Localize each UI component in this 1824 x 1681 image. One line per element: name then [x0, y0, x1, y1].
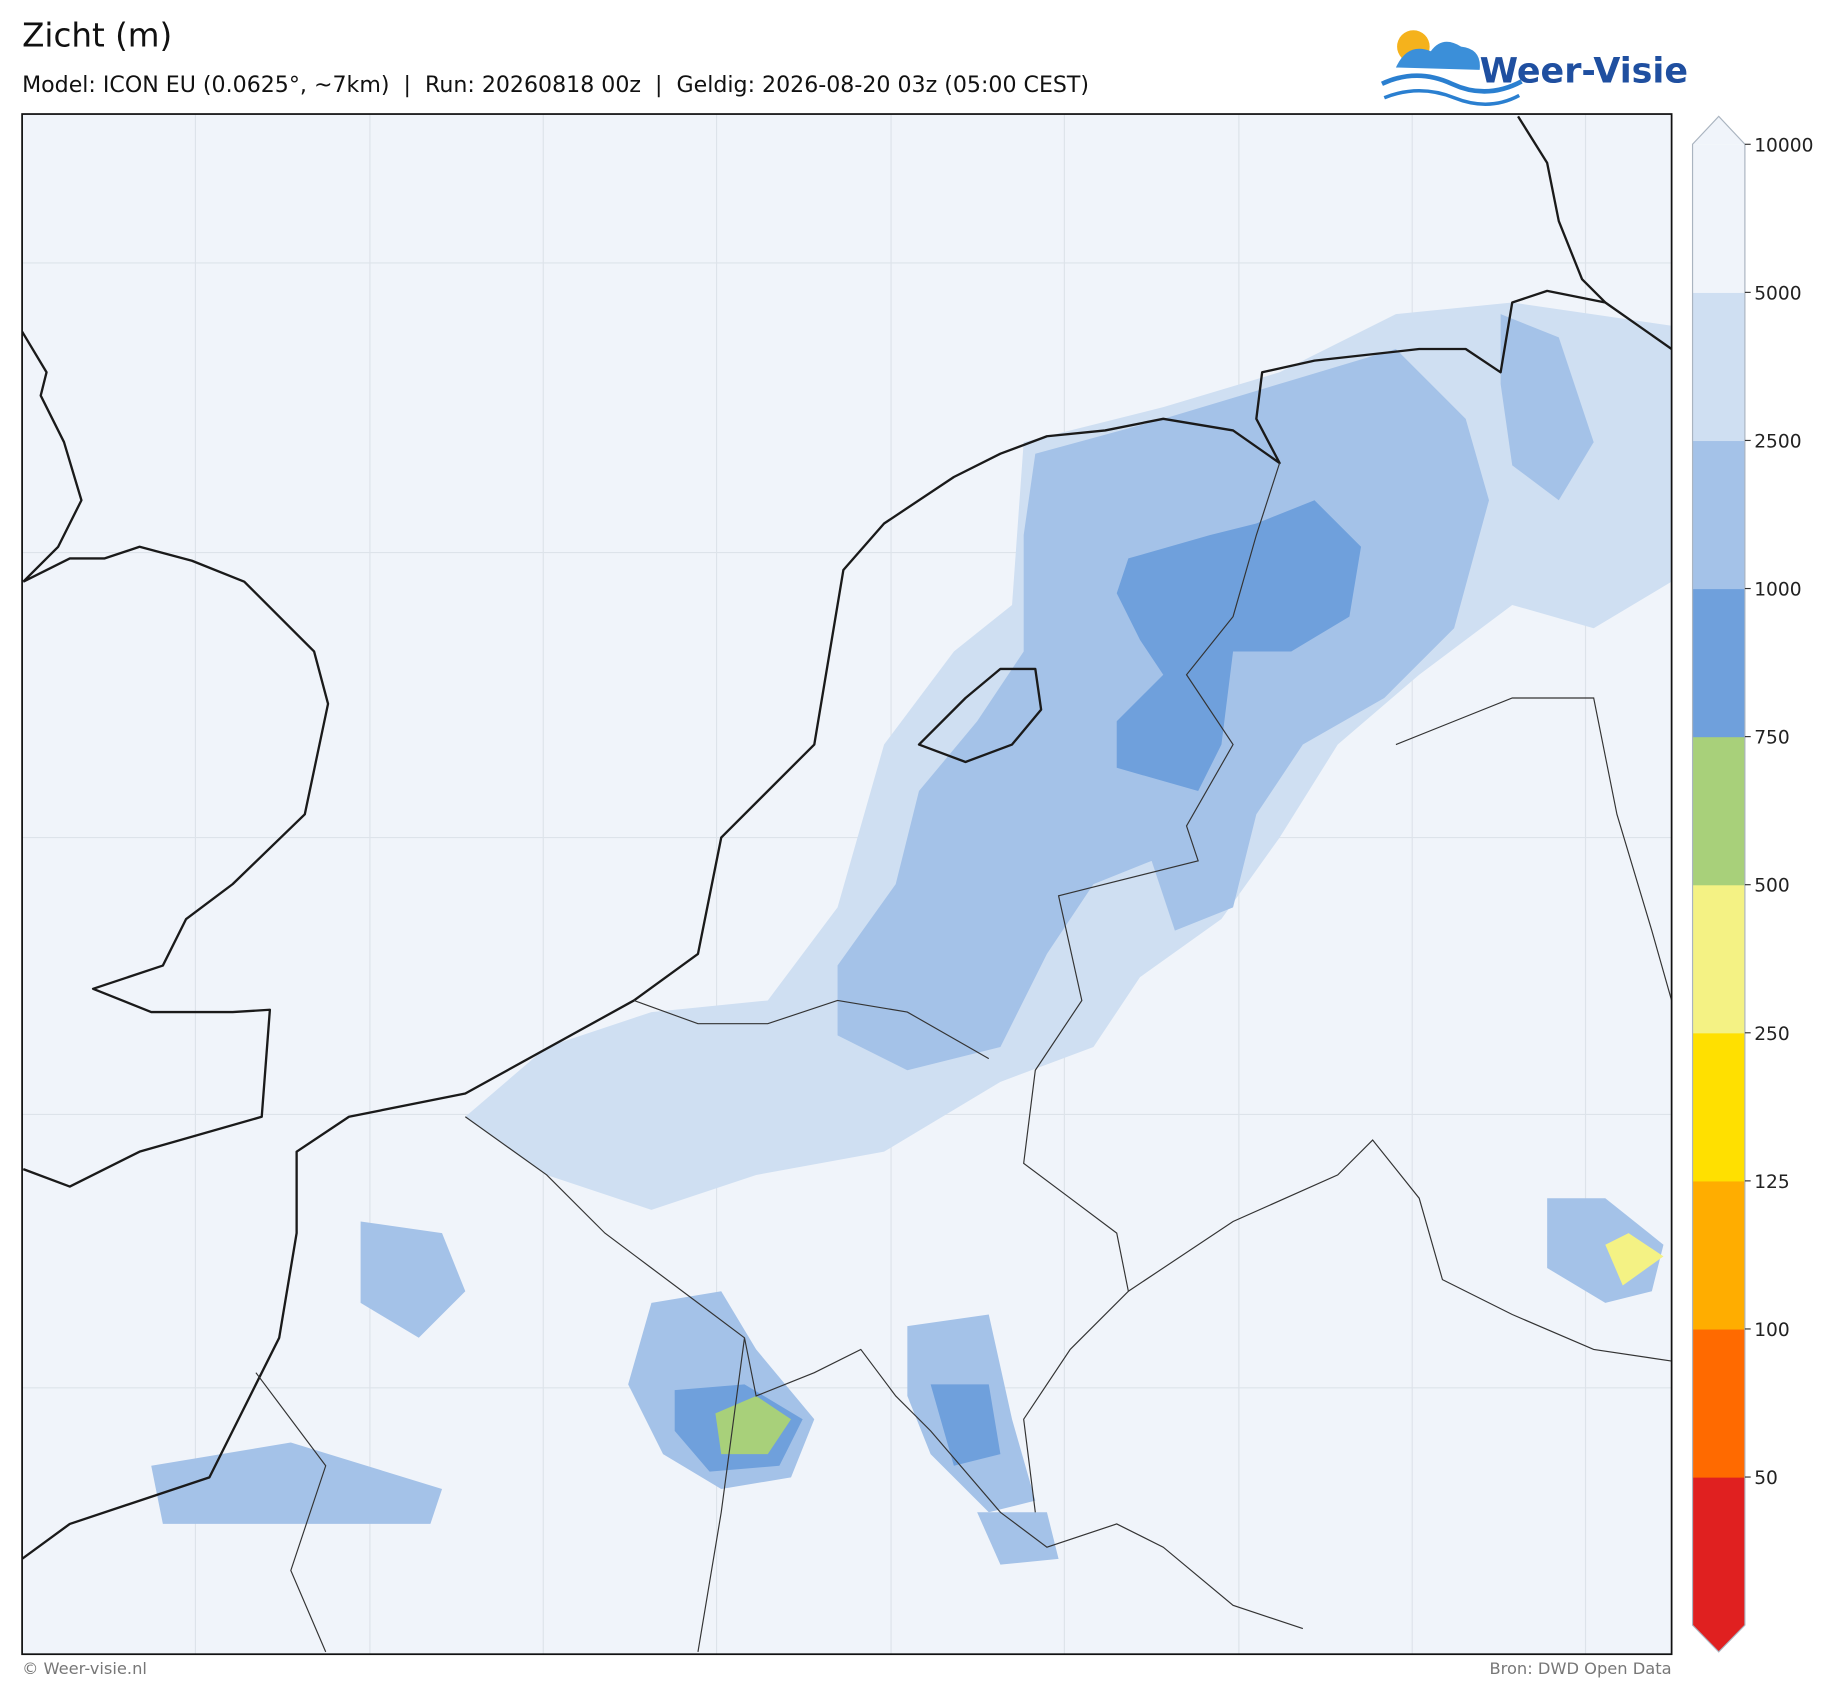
colorbar-segment: [1692, 736, 1745, 886]
map-frame: [21, 113, 1673, 1656]
borders: [255, 462, 1672, 1653]
visibility-fields: [151, 302, 1672, 1565]
colorbar-segment: [1692, 144, 1745, 293]
footer-left: © Weer-visie.nl: [22, 1659, 147, 1678]
logo-wave: [1380, 73, 1523, 94]
colorbar-tick-label: 2500: [1754, 431, 1801, 452]
colorbar-tick-label: 125: [1754, 1172, 1790, 1193]
logo: Weer-Visie: [1380, 30, 1688, 106]
colorbar-tick-label: 50: [1754, 1468, 1778, 1489]
colorbar-segment: [1692, 1032, 1745, 1182]
colorbar-segment: [1692, 292, 1745, 442]
logo-text: Weer-Visie: [1480, 52, 1688, 92]
title: Zicht (m): [22, 17, 172, 55]
colorbar-under: [1692, 1625, 1745, 1652]
colorbar-segment: [1692, 1477, 1745, 1626]
footer-right: Bron: DWD Open Data: [1489, 1659, 1671, 1678]
colorbar-segment: [1692, 884, 1745, 1034]
map: [22, 114, 1672, 1655]
field-1000-2500: [360, 1221, 466, 1338]
colorbar-tick-label: 250: [1754, 1024, 1790, 1045]
field-1000-2500: [1500, 314, 1594, 501]
logo-cloud: [1395, 41, 1480, 70]
colorbar: 50 100 125 250 500 750 1000 2500 5000 10000: [1691, 115, 1813, 1653]
colorbar-tick-label: 100: [1754, 1320, 1790, 1341]
field-750-1000: [930, 1384, 1001, 1466]
colorbar-tick-label: 750: [1754, 728, 1790, 749]
colorbar-tick-label: 5000: [1754, 283, 1801, 304]
colorbar-tick-label: 1000: [1754, 580, 1801, 601]
field-250-500: [1605, 1233, 1664, 1286]
colorbar-tick-label: 10000: [1754, 135, 1813, 156]
logo-wave: [1383, 89, 1521, 106]
field-750-1000: [1116, 500, 1362, 792]
colorbar-segment: [1692, 588, 1745, 738]
field-1000-2500: [977, 1512, 1059, 1565]
colorbar-segment: [1692, 440, 1745, 590]
colorbar-segment: [1692, 1180, 1745, 1330]
colorbar-tick-label: 500: [1754, 876, 1790, 897]
coastlines: [22, 115, 1672, 1560]
subtitle: Model: ICON EU (0.0625°, ~7km) | Run: 20…: [22, 72, 1089, 98]
colorbar-over: [1692, 116, 1745, 145]
colorbar-segment: [1692, 1328, 1745, 1478]
field-1000-2500: [151, 1442, 443, 1524]
